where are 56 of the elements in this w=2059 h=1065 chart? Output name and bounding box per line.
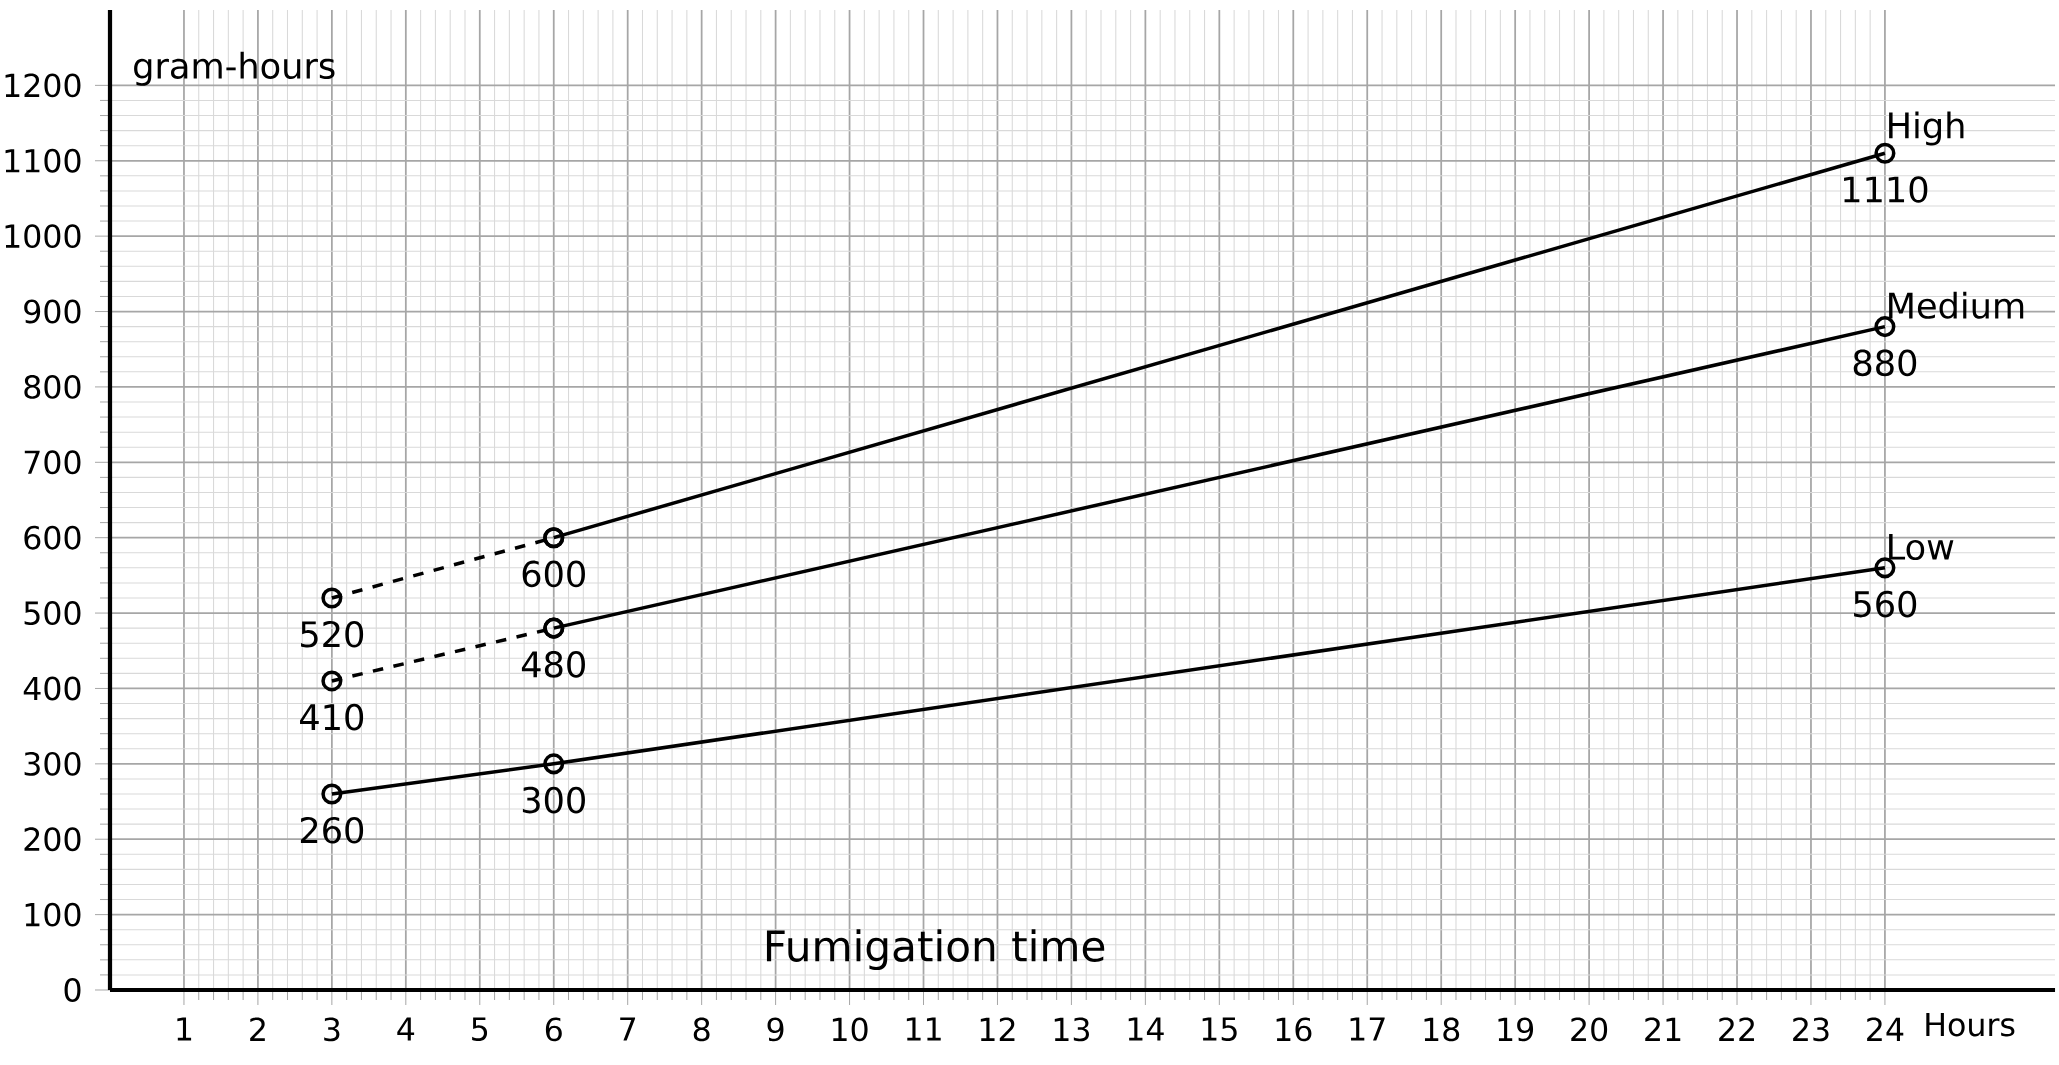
y-tick-label: 700	[24, 450, 81, 475]
data-label: 520	[301, 620, 364, 648]
x-tick-label: 7	[620, 1017, 636, 1041]
x-tick-label: 22	[1719, 1017, 1754, 1041]
y-tick-label: 400	[23, 676, 81, 701]
y-tick-label: 200	[24, 827, 81, 852]
data-label: 880	[1853, 349, 1917, 377]
x-tick-label: 24	[1867, 1017, 1904, 1041]
point	[321, 783, 343, 805]
x-tick-label: 18	[1424, 1017, 1460, 1042]
x-tick-label: 21	[1645, 1017, 1681, 1041]
data-label: 410	[300, 703, 364, 731]
y-tick-label: 1200	[5, 73, 81, 98]
x-tick-label: 9	[767, 1017, 784, 1042]
y-tick-label: 1100	[5, 148, 81, 173]
point	[543, 753, 565, 775]
x-tick-label: 19	[1498, 1017, 1534, 1042]
point	[321, 587, 343, 609]
data-label: 600	[522, 560, 585, 588]
x-tick-label: 17	[1350, 1017, 1385, 1041]
x-tick-label: 1	[177, 1017, 192, 1041]
x-tick-label: 10	[832, 1017, 868, 1042]
x-tick-label: 3	[324, 1017, 340, 1042]
y-tick-label: 800	[24, 374, 81, 399]
text: Hours	[1926, 1012, 2015, 1037]
x-tick-label: 20	[1571, 1017, 1608, 1042]
x-axis-title: Fumigation time	[766, 929, 1105, 971]
x-tick-label: 2	[250, 1017, 265, 1041]
x-tick-label: 12	[980, 1017, 1015, 1041]
x-tick-label: 6	[545, 1017, 562, 1042]
y-tick-label: 1000	[5, 224, 81, 249]
x-tick-label: 13	[1054, 1017, 1089, 1042]
x-tick-label: 16	[1276, 1017, 1312, 1042]
y-tick-label: 900	[24, 299, 81, 324]
x-tick-label: 5	[472, 1017, 488, 1041]
point	[321, 670, 343, 692]
series-label: Medium	[1889, 291, 2024, 319]
data-label: 300	[522, 786, 585, 814]
y-axis-title: gram-hours	[134, 51, 335, 86]
data-label: 260	[300, 816, 364, 844]
data-label: 560	[1854, 590, 1917, 618]
y-tick-label: 0	[64, 978, 81, 1002]
x-tick-label: 15	[1202, 1017, 1237, 1041]
y-tick-label: 300	[24, 751, 81, 776]
series-label: High	[1889, 111, 1964, 146]
y-tick-label: 100	[25, 902, 81, 927]
data-label: 480	[521, 651, 585, 678]
y-tick-label: 600	[24, 525, 81, 550]
x-tick-label: 4	[397, 1017, 415, 1041]
x-tick-label: 23	[1793, 1017, 1829, 1042]
series-label: Low	[1889, 533, 1954, 561]
x-tick-label: 14	[1128, 1017, 1164, 1041]
data-label: 1110	[1844, 176, 1928, 203]
y-tick-label: 500	[24, 601, 81, 626]
x-tick-label: 8	[693, 1017, 710, 1042]
x-tick-label: 11	[906, 1017, 941, 1041]
